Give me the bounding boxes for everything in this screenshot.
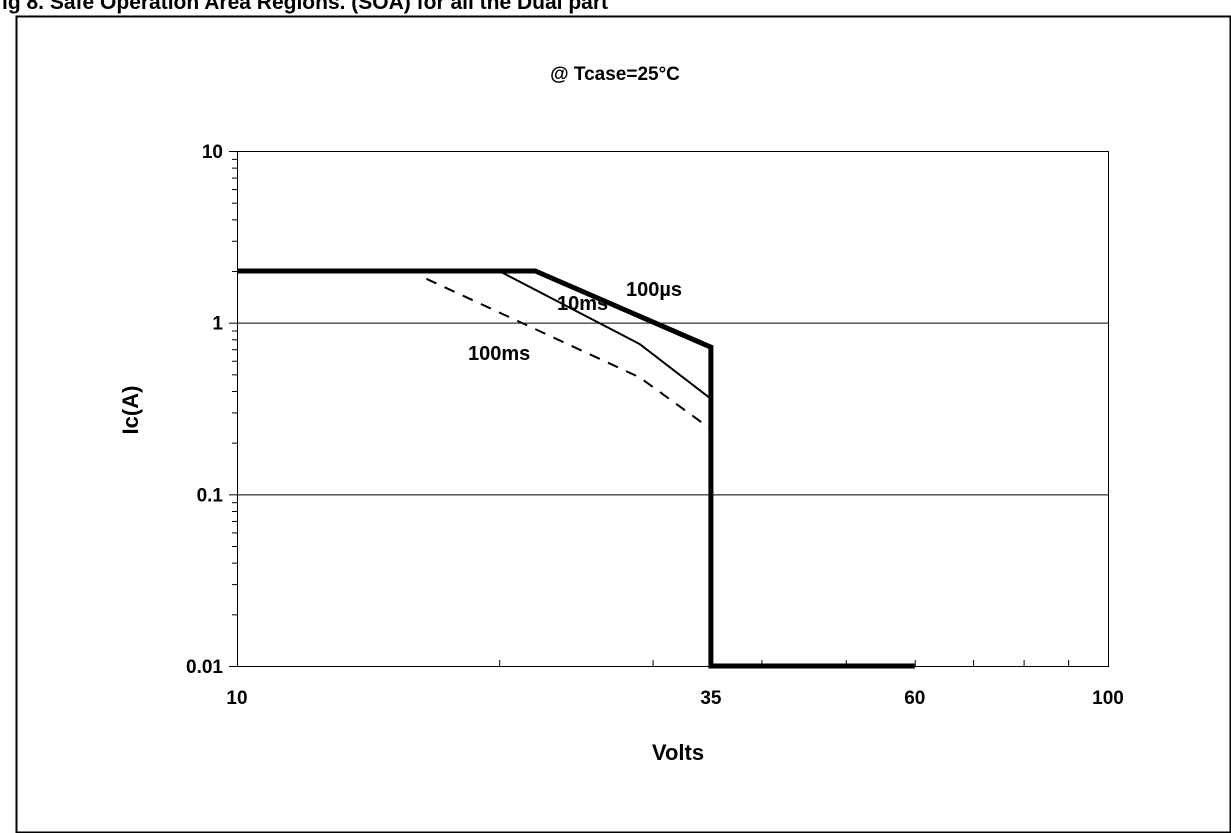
y-axis-label: Ic(A)	[118, 386, 143, 435]
y-tick-label: 10	[202, 142, 223, 163]
grid-lines	[237, 322, 1108, 496]
series-lines	[237, 268, 915, 669]
x-tick-label: 100	[1092, 688, 1124, 709]
minor-ticks	[229, 151, 1070, 667]
series-line-0	[237, 268, 915, 669]
x-tick-label: 35	[700, 688, 722, 709]
plot-area	[237, 151, 1109, 667]
series-label-10ms: 10ms	[557, 293, 608, 315]
y-tick-labels: 10 1 0.1 0.01	[186, 142, 223, 678]
figure-caption: ig 8. Safe Operation Area Regions. (SOA)…	[2, 0, 608, 14]
caption-strip: ig 8. Safe Operation Area Regions. (SOA)…	[0, 0, 1231, 14]
y-tick-label: 0.1	[197, 485, 224, 506]
x-tick-labels: 10 35 60 100	[226, 688, 1123, 709]
y-tick-label: 0.01	[186, 657, 223, 678]
figure-frame	[15, 15, 1231, 833]
x-axis-label: Volts	[652, 740, 704, 765]
series-line-1	[498, 270, 712, 400]
x-tick-label: 60	[904, 688, 925, 709]
y-tick-label: 1	[212, 314, 223, 335]
series-label-100us: 100µs	[626, 279, 682, 301]
x-tick-label: 10	[226, 688, 247, 709]
series-label-100ms: 100ms	[468, 343, 530, 365]
chart-title: @ Tcase=25°C	[550, 64, 680, 85]
